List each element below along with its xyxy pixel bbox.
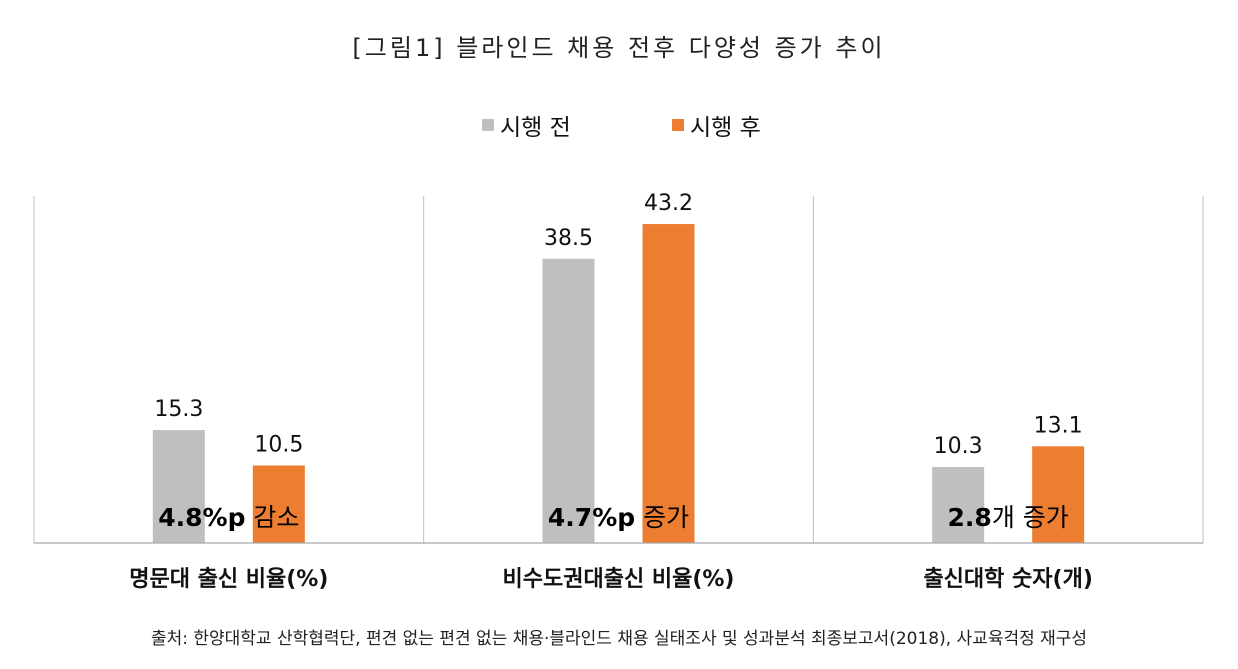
legend-label-before: 시행 전 [500, 115, 571, 141]
legend-swatch-before [482, 119, 494, 131]
bar-after [252, 465, 305, 543]
bar-before [932, 466, 985, 543]
legend-item-after: 시행 후 [672, 108, 761, 142]
bar-after [1032, 446, 1085, 543]
bar-before [152, 430, 205, 543]
data-label: 13.1 [1034, 413, 1083, 438]
annotation-value: 4.8%p [158, 503, 245, 532]
difference-annotation: 4.7%p 증가 [548, 503, 689, 532]
legend: 시행 전 시행 후 [0, 108, 1238, 141]
legend-label-after: 시행 후 [690, 115, 761, 141]
category-label: 출신대학 숫자(개) [923, 567, 1092, 592]
data-label: 15.3 [154, 397, 203, 422]
bar-after [642, 224, 695, 544]
annotation-value: 2.8 [948, 503, 992, 532]
data-label: 10.3 [934, 434, 983, 459]
chart-title: [그림1] 블라인드 채용 전후 다양성 증가 추이 [352, 34, 886, 62]
legend-swatch-after [672, 119, 684, 131]
difference-annotation: 4.8%p 감소 [158, 503, 299, 532]
difference-annotation: 2.8개 증가 [948, 503, 1069, 532]
source-note: 출처: 한양대학교 산학협력단, 편견 없는 편견 없는 채용·블라인드 채용 … [150, 629, 1088, 649]
category-label: 비수도권대출신 비율(%) [503, 567, 735, 592]
annotation-value: 4.7%p [548, 503, 635, 532]
data-label: 38.5 [544, 226, 593, 251]
annotation-text: 개 증가 [992, 503, 1069, 532]
category-label: 명문대 출신 비율(%) [129, 567, 328, 592]
legend-item-before: 시행 전 [482, 108, 571, 142]
bar-before [542, 258, 595, 543]
data-label: 10.5 [254, 432, 303, 457]
annotation-text: 감소 [245, 503, 299, 532]
data-label: 43.2 [644, 191, 693, 216]
annotation-text: 증가 [635, 503, 689, 532]
